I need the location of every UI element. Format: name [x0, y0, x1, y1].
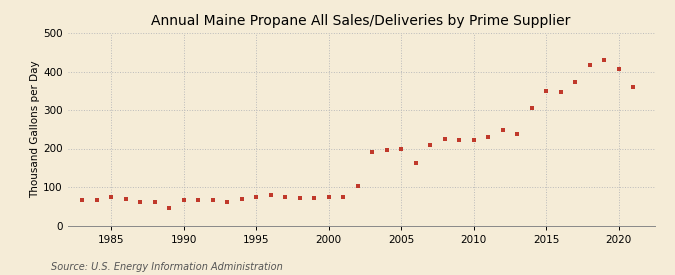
Point	[76, 197, 87, 202]
Point	[178, 198, 189, 203]
Point	[323, 194, 334, 199]
Point	[192, 198, 203, 203]
Point	[265, 192, 276, 197]
Point	[163, 206, 174, 210]
Point	[541, 89, 551, 93]
Point	[294, 196, 305, 200]
Point	[352, 184, 363, 188]
Point	[468, 138, 479, 142]
Point	[149, 199, 160, 204]
Point	[410, 161, 421, 165]
Point	[599, 58, 610, 62]
Point	[512, 132, 522, 136]
Point	[134, 199, 145, 204]
Point	[367, 150, 377, 155]
Point	[221, 200, 232, 205]
Point	[120, 196, 131, 201]
Point	[439, 137, 450, 141]
Point	[425, 142, 435, 147]
Text: Source: U.S. Energy Information Administration: Source: U.S. Energy Information Administ…	[51, 262, 282, 271]
Point	[497, 128, 508, 132]
Point	[526, 106, 537, 110]
Title: Annual Maine Propane All Sales/Deliveries by Prime Supplier: Annual Maine Propane All Sales/Deliverie…	[151, 14, 571, 28]
Point	[454, 138, 464, 142]
Point	[570, 80, 580, 84]
Point	[250, 195, 261, 200]
Point	[381, 148, 392, 153]
Point	[279, 194, 290, 199]
Point	[308, 196, 319, 200]
Point	[555, 89, 566, 94]
Point	[628, 85, 639, 89]
Point	[338, 194, 348, 199]
Point	[207, 198, 218, 203]
Y-axis label: Thousand Gallons per Day: Thousand Gallons per Day	[30, 60, 40, 198]
Point	[613, 67, 624, 71]
Point	[584, 63, 595, 68]
Point	[236, 197, 247, 202]
Point	[91, 198, 102, 203]
Point	[483, 135, 493, 139]
Point	[105, 194, 116, 199]
Point	[396, 146, 406, 151]
